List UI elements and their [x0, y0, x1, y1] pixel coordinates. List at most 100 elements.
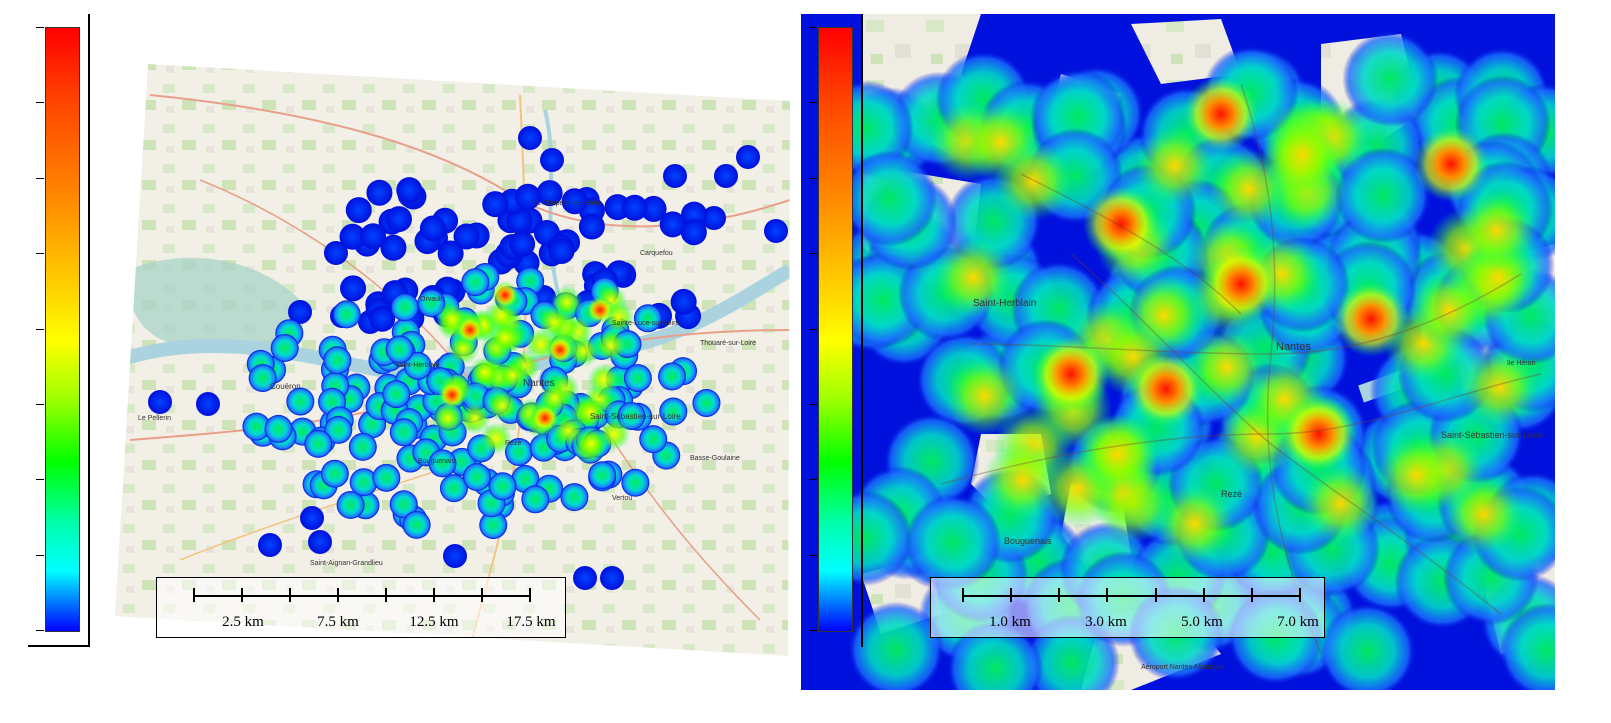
heat-blob [248, 364, 277, 393]
heat-blob [1262, 114, 1343, 195]
heat-blob [148, 390, 172, 414]
heat-blob [403, 351, 432, 380]
colorbar-tick [36, 27, 44, 28]
heat-blob [574, 396, 607, 429]
heat-blob [389, 418, 418, 447]
heat-blob [496, 359, 529, 392]
heat-blob [417, 289, 446, 318]
scale-tick [1250, 588, 1253, 602]
scale-tick [1299, 588, 1301, 602]
left-scale-label-4: 17.5 km [506, 614, 556, 630]
scale-tick [433, 588, 435, 602]
right-place-bouguenais: Bouguenais [1004, 536, 1052, 546]
heat-blob [514, 183, 541, 210]
left-place-bouguenais: Bouguenais [418, 458, 455, 465]
heat-blob [402, 510, 431, 539]
scale-tick [1154, 588, 1157, 602]
heat-blob [462, 463, 491, 492]
heat-blob [573, 566, 597, 590]
scale-tick [962, 588, 964, 602]
right-scale-label-4: 7.0 km [1277, 614, 1319, 630]
heat-blob [438, 381, 466, 409]
heat-blob [639, 425, 668, 454]
heat-blob [348, 432, 377, 461]
heat-blob [443, 544, 467, 568]
heat-blob [764, 219, 788, 243]
heat-blob [600, 566, 624, 590]
heat-blob [196, 392, 220, 416]
heat-blob [621, 468, 650, 497]
heat-blob [479, 511, 508, 540]
colorbar-tick [36, 102, 44, 104]
right-place-ile-heron: Ile Héron [1507, 360, 1536, 367]
heat-blob [1459, 347, 1540, 428]
heat-blob [702, 206, 726, 230]
colorbar-tick [809, 253, 817, 255]
heat-blob [540, 148, 564, 172]
heat-blob [324, 415, 353, 444]
left-place-le-pellerin: Le Pellerin [138, 415, 172, 422]
heat-blob [640, 195, 667, 222]
colorbar-tick [809, 554, 817, 556]
right-colorbar [818, 27, 853, 632]
left-scale-label-1: 2.5 km [222, 614, 264, 630]
scale-tick [289, 588, 291, 602]
heat-blob [304, 429, 333, 458]
left-place-sainte-luce: Sainte-Luce-sur-Loire [612, 320, 680, 327]
right-place-reze: Rezé [1221, 489, 1243, 499]
heat-blob [714, 164, 738, 188]
heat-blob [659, 397, 688, 426]
left-place-basse-goulaine: Basse-Goulaine [690, 455, 740, 462]
heat-blob [456, 316, 484, 344]
heat-blob [623, 364, 652, 393]
heat-blob [588, 461, 617, 490]
heat-blob [560, 483, 589, 512]
heat-blob [736, 145, 760, 169]
heat-blob [396, 177, 423, 204]
heat-blob [658, 362, 687, 391]
heat-blob [578, 213, 605, 240]
colorbar-tick [809, 102, 817, 104]
left-map-panel: Nantes Sainte-Luce-sur-Loire Saint-Sébas… [0, 0, 800, 723]
left-place-saint-aignan: Saint-Aignan-Grandlieu [310, 560, 383, 567]
heat-blob [1083, 186, 1159, 262]
heat-blob [692, 389, 721, 418]
left-place-nantes: Nantes [523, 378, 555, 389]
left-place-saint-herblain: Saint-Herblain [395, 362, 440, 369]
left-heatmap-map [115, 64, 790, 656]
colorbar-tick [36, 479, 44, 481]
colorbar-tick [36, 403, 44, 405]
scale-tick [385, 588, 387, 602]
heat-blob [1134, 125, 1215, 206]
heat-blob [1077, 414, 1158, 495]
right-scale-bar: 1.0 km 3.0 km 5.0 km 7.0 km [930, 577, 1325, 638]
right-scale-label-3: 5.0 km [1181, 614, 1223, 630]
heat-blob [300, 506, 324, 530]
heat-blob [486, 389, 519, 422]
heat-blob [586, 296, 614, 324]
heat-blob [1203, 246, 1279, 322]
heat-blob [546, 336, 574, 364]
colorbar-tick [809, 403, 817, 405]
left-colorbar [45, 27, 80, 632]
heat-blob [482, 191, 509, 218]
heat-blob [437, 240, 464, 267]
left-place-coueron: Couëron [270, 382, 301, 391]
right-place-saint-herblain: Saint-Herblain [973, 298, 1037, 309]
heat-blob [242, 412, 271, 441]
left-scale-bar: 2.5 km 7.5 km 12.5 km 17.5 km [156, 577, 566, 638]
heat-blob [468, 356, 501, 389]
heat-blob [944, 355, 1025, 436]
heat-blob [594, 329, 627, 362]
scale-tick [241, 588, 243, 602]
heat-blob [552, 414, 585, 447]
left-colorbar-axis [88, 14, 90, 647]
colorbar-tick [36, 630, 44, 631]
scale-tick [337, 588, 339, 602]
right-place-nantes: Nantes [1276, 341, 1311, 353]
heat-blob [308, 530, 332, 554]
heat-blob [369, 305, 396, 332]
heat-blob [1499, 602, 1555, 690]
left-heat-layer [148, 126, 788, 590]
heat-blob [548, 237, 575, 264]
